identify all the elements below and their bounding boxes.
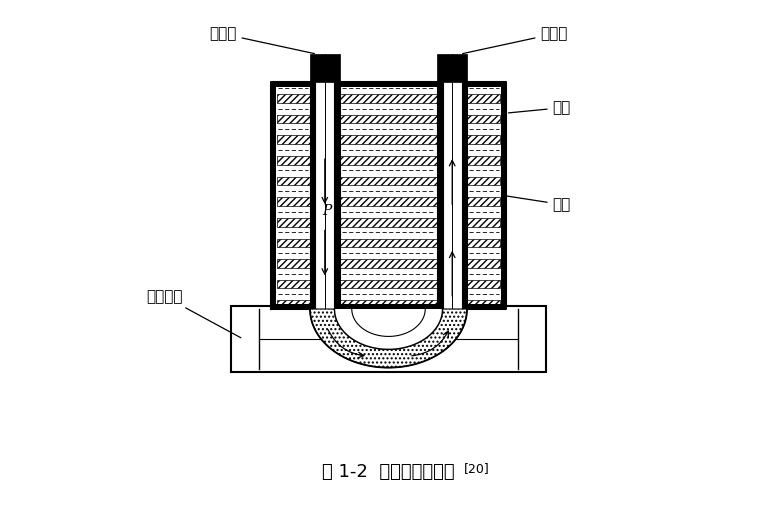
Polygon shape bbox=[277, 115, 309, 124]
Polygon shape bbox=[468, 156, 500, 165]
Polygon shape bbox=[277, 135, 309, 144]
Text: 翅片: 翅片 bbox=[508, 100, 571, 115]
Polygon shape bbox=[277, 300, 309, 309]
Polygon shape bbox=[309, 54, 340, 82]
Polygon shape bbox=[277, 280, 309, 288]
Polygon shape bbox=[340, 115, 437, 124]
Polygon shape bbox=[468, 280, 500, 288]
Polygon shape bbox=[500, 82, 506, 309]
Polygon shape bbox=[340, 177, 437, 185]
Polygon shape bbox=[340, 156, 437, 165]
Polygon shape bbox=[334, 309, 443, 350]
Polygon shape bbox=[277, 218, 309, 226]
Polygon shape bbox=[468, 259, 500, 268]
Text: 铜管: 铜管 bbox=[507, 196, 571, 212]
Polygon shape bbox=[340, 218, 437, 226]
Polygon shape bbox=[340, 280, 437, 288]
Text: P: P bbox=[322, 204, 332, 218]
Polygon shape bbox=[443, 82, 462, 309]
Polygon shape bbox=[468, 94, 500, 103]
Polygon shape bbox=[340, 239, 437, 247]
Polygon shape bbox=[340, 94, 437, 103]
Polygon shape bbox=[468, 300, 500, 309]
Polygon shape bbox=[340, 135, 437, 144]
Polygon shape bbox=[340, 300, 437, 309]
Polygon shape bbox=[437, 82, 443, 309]
Polygon shape bbox=[468, 197, 500, 206]
Polygon shape bbox=[315, 82, 334, 309]
Polygon shape bbox=[334, 82, 340, 309]
Polygon shape bbox=[277, 177, 309, 185]
Polygon shape bbox=[271, 82, 506, 309]
Polygon shape bbox=[271, 82, 277, 309]
Polygon shape bbox=[468, 177, 500, 185]
Polygon shape bbox=[310, 309, 467, 367]
Polygon shape bbox=[277, 239, 309, 247]
Polygon shape bbox=[334, 309, 443, 350]
Polygon shape bbox=[271, 82, 506, 87]
Polygon shape bbox=[277, 94, 309, 103]
Text: 支撑装置: 支撑装置 bbox=[146, 289, 241, 338]
Text: 图 1-2  气压胀接示意图: 图 1-2 气压胀接示意图 bbox=[322, 463, 455, 481]
Polygon shape bbox=[468, 218, 500, 226]
Polygon shape bbox=[310, 82, 315, 309]
Polygon shape bbox=[277, 197, 309, 206]
Text: [20]: [20] bbox=[464, 462, 490, 475]
Polygon shape bbox=[462, 82, 467, 309]
Polygon shape bbox=[277, 259, 309, 268]
Text: 左推头: 左推头 bbox=[209, 27, 315, 54]
Polygon shape bbox=[277, 156, 309, 165]
Polygon shape bbox=[340, 197, 437, 206]
Polygon shape bbox=[231, 307, 546, 371]
Polygon shape bbox=[271, 304, 506, 309]
Polygon shape bbox=[468, 115, 500, 124]
Polygon shape bbox=[468, 239, 500, 247]
Polygon shape bbox=[437, 54, 468, 82]
Polygon shape bbox=[468, 135, 500, 144]
Polygon shape bbox=[340, 259, 437, 268]
Text: 右推头: 右推头 bbox=[462, 27, 568, 54]
